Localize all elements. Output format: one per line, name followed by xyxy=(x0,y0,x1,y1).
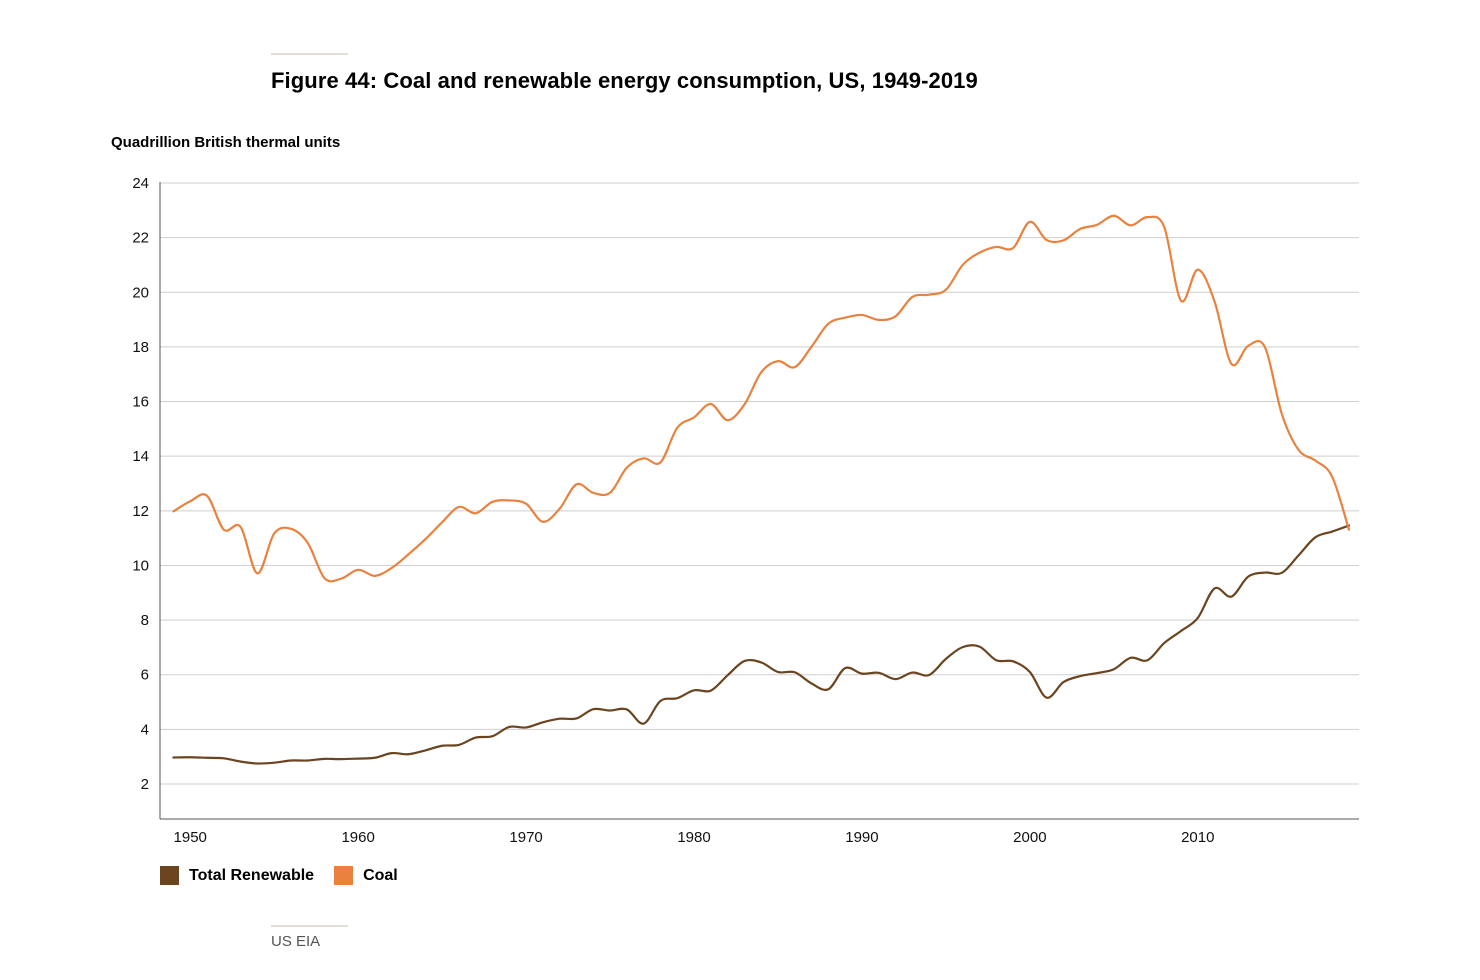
legend-swatch-renewable xyxy=(160,866,179,885)
legend-item-renewable: Total Renewable xyxy=(160,866,314,885)
y-tick-label-12: 12 xyxy=(132,503,149,520)
x-tick-label-1950: 1950 xyxy=(174,829,207,846)
series-line-total-renewable xyxy=(172,524,1351,765)
y-tick-label-4: 4 xyxy=(141,721,149,738)
y-tick-label-16: 16 xyxy=(132,394,149,411)
y-axis-label: Quadrillion British thermal units xyxy=(111,134,341,151)
x-tick-label-2010: 2010 xyxy=(1181,829,1214,846)
y-tick-label-2: 2 xyxy=(141,776,149,793)
x-tick-label-1970: 1970 xyxy=(509,829,542,846)
legend-label-coal: Coal xyxy=(363,866,398,884)
x-tick-label-1960: 1960 xyxy=(341,829,374,846)
legend-label-renewable: Total Renewable xyxy=(189,866,315,884)
x-tick-label-1990: 1990 xyxy=(845,829,878,846)
axes xyxy=(159,182,1359,820)
y-tick-label-22: 22 xyxy=(132,230,149,247)
y-tick-label-8: 8 xyxy=(141,612,149,629)
y-tick-label-6: 6 xyxy=(141,667,149,684)
chart-title: Figure 44: Coal and renewable energy con… xyxy=(271,68,978,93)
x-tick-label-2000: 2000 xyxy=(1013,829,1046,846)
y-tick-label-10: 10 xyxy=(132,557,149,574)
series-lines xyxy=(172,214,1351,765)
x-tick-labels: 1950 1960 1970 1980 1990 2000 2010 xyxy=(174,829,1215,846)
legend: Total Renewable Coal xyxy=(160,866,398,885)
y-tick-label-14: 14 xyxy=(132,448,149,465)
legend-item-coal: Coal xyxy=(334,866,398,885)
source-note: US EIA xyxy=(271,933,321,950)
series-line-coal xyxy=(172,214,1351,583)
bottom-rule xyxy=(271,925,348,927)
y-tick-label-18: 18 xyxy=(132,339,149,356)
top-rule xyxy=(271,53,348,55)
legend-swatch-coal xyxy=(334,866,354,885)
y-tick-label-20: 20 xyxy=(132,284,149,301)
x-tick-label-1980: 1980 xyxy=(677,829,710,846)
y-tick-label-24: 24 xyxy=(132,175,149,192)
gridlines xyxy=(160,182,1359,785)
